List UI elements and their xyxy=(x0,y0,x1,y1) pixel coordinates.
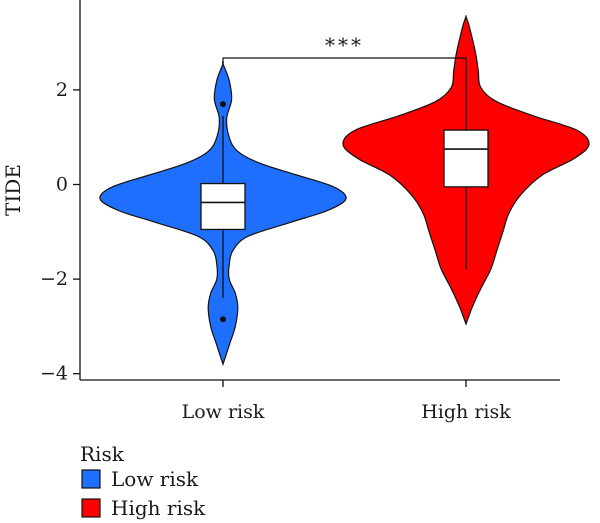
box-iqr xyxy=(200,182,246,231)
y-tick-label: −2 xyxy=(40,268,68,290)
legend-swatch xyxy=(81,498,101,518)
y-axis-title: TIDE xyxy=(1,164,25,216)
legend-title: Risk xyxy=(80,442,125,466)
y-tick-label: 2 xyxy=(56,79,68,101)
outlier-point xyxy=(220,316,226,323)
outlier-point xyxy=(220,101,226,108)
y-tick-label: 0 xyxy=(56,174,68,196)
legend-swatch xyxy=(81,469,101,489)
legend: Risk Low risk High risk xyxy=(80,442,206,520)
plot-area: *** xyxy=(99,15,590,367)
significance-label: *** xyxy=(325,33,364,57)
legend-label: Low risk xyxy=(111,467,199,491)
legend-label: High risk xyxy=(111,496,206,520)
x-tick-label: Low risk xyxy=(182,401,265,423)
significance-bracket xyxy=(222,57,467,74)
y-tick-label: −4 xyxy=(40,363,68,385)
x-tick-label: High risk xyxy=(421,401,511,423)
axes: −4 −2 0 2 Low risk High risk xyxy=(40,0,560,423)
box-iqr xyxy=(443,129,489,188)
